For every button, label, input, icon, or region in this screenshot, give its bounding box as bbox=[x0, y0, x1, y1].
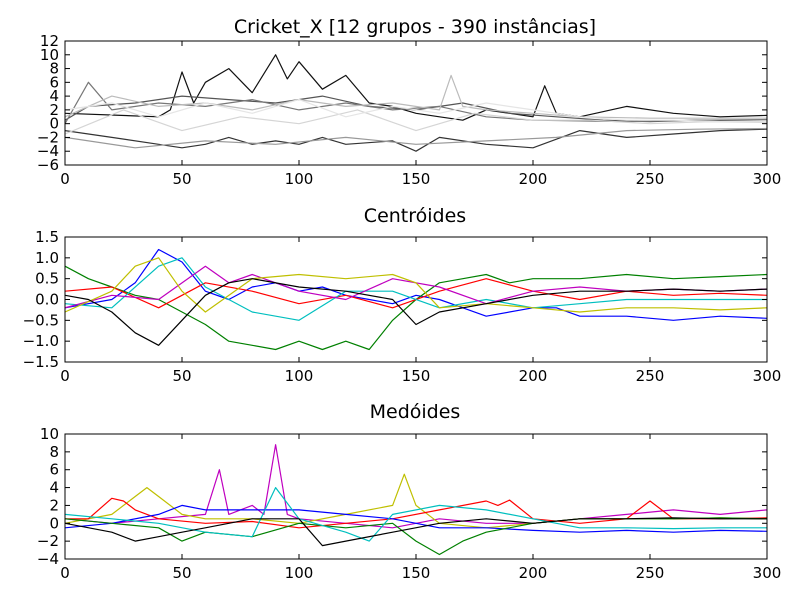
y-tick-label: 2 bbox=[49, 101, 59, 119]
x-tick-label: 50 bbox=[172, 564, 191, 582]
y-tick-label: −0.5 bbox=[23, 311, 59, 329]
series-line-6 bbox=[65, 278, 767, 346]
series-line-0 bbox=[65, 248, 767, 321]
x-tick-label: 50 bbox=[172, 170, 191, 188]
series-line-6 bbox=[65, 109, 767, 135]
series-group bbox=[65, 444, 767, 556]
x-tick-label: 0 bbox=[60, 170, 70, 188]
y-tick-label: 0.5 bbox=[35, 270, 59, 288]
series-line-5 bbox=[65, 257, 767, 313]
y-tick-label: 1.0 bbox=[35, 249, 59, 267]
y-tick-label: 4 bbox=[49, 87, 59, 105]
series-line-4 bbox=[65, 127, 767, 149]
y-tick-label: 4 bbox=[49, 479, 59, 497]
x-tick-label: 100 bbox=[285, 564, 314, 582]
y-tick-label: 10 bbox=[40, 425, 59, 443]
y-tick-label: 0 bbox=[49, 115, 59, 133]
series-line-7 bbox=[65, 98, 767, 123]
x-tick-label: 250 bbox=[636, 564, 665, 582]
y-tick-label: −6 bbox=[37, 156, 59, 174]
x-tick-label: 300 bbox=[753, 367, 782, 385]
series-line-5 bbox=[65, 487, 767, 542]
series-group bbox=[65, 248, 767, 351]
panel-title-centroids: Centróides bbox=[364, 205, 466, 227]
x-tick-label: 50 bbox=[172, 367, 191, 385]
x-tick-label: 250 bbox=[636, 367, 665, 385]
y-tick-label: −4 bbox=[37, 550, 59, 568]
series-line-3 bbox=[65, 257, 767, 321]
x-tick-label: 200 bbox=[519, 564, 548, 582]
y-tick-label: 6 bbox=[49, 461, 59, 479]
panel-title-medoids: Medóides bbox=[370, 401, 461, 423]
y-tick-label: 8 bbox=[49, 60, 59, 78]
x-tick-label: 250 bbox=[636, 170, 665, 188]
y-tick-label: −1.0 bbox=[23, 332, 59, 350]
y-tick-label: 10 bbox=[40, 46, 59, 64]
y-tick-label: 6 bbox=[49, 73, 59, 91]
x-tick-label: 0 bbox=[60, 367, 70, 385]
series-line-5 bbox=[65, 74, 767, 119]
panel-centroids: Centróides 0 50 100 150 200 250 300 −1.5 −1.0 −0.… bbox=[23, 205, 782, 385]
x-tick-label: 300 bbox=[753, 170, 782, 188]
y-tick-label: 0.0 bbox=[35, 291, 59, 309]
y-tick-label: 12 bbox=[40, 32, 59, 50]
series-line-6 bbox=[65, 517, 767, 547]
x-tick-label: 100 bbox=[285, 367, 314, 385]
y-tick-label: 2 bbox=[49, 496, 59, 514]
series-line-2 bbox=[65, 497, 767, 529]
y-tick-label: −4 bbox=[37, 142, 59, 160]
x-tick-label: 200 bbox=[519, 367, 548, 385]
y-tick-label: 8 bbox=[49, 443, 59, 461]
x-tick-label: 200 bbox=[519, 170, 548, 188]
y-tick-label: −2 bbox=[37, 532, 59, 550]
x-tick-label: 0 bbox=[60, 564, 70, 582]
panel-instances: Cricket_X [12 grupos - 390 instâncias] 0… bbox=[37, 16, 781, 188]
x-tick-label: 150 bbox=[402, 170, 431, 188]
y-tick-label: −2 bbox=[37, 128, 59, 146]
x-tick-label: 100 bbox=[285, 170, 314, 188]
series-line-3 bbox=[65, 504, 767, 533]
x-tick-label: 300 bbox=[753, 564, 782, 582]
series-line-2 bbox=[65, 95, 767, 123]
panel-title-instances: Cricket_X [12 grupos - 390 instâncias] bbox=[234, 16, 596, 38]
series-group bbox=[65, 54, 767, 152]
x-tick-label: 150 bbox=[402, 367, 431, 385]
y-tick-label: 1.5 bbox=[35, 228, 59, 246]
x-tick-label: 150 bbox=[402, 564, 431, 582]
series-line-1 bbox=[65, 128, 767, 152]
y-tick-label: 0 bbox=[49, 514, 59, 532]
y-tick-label: −1.5 bbox=[23, 353, 59, 371]
